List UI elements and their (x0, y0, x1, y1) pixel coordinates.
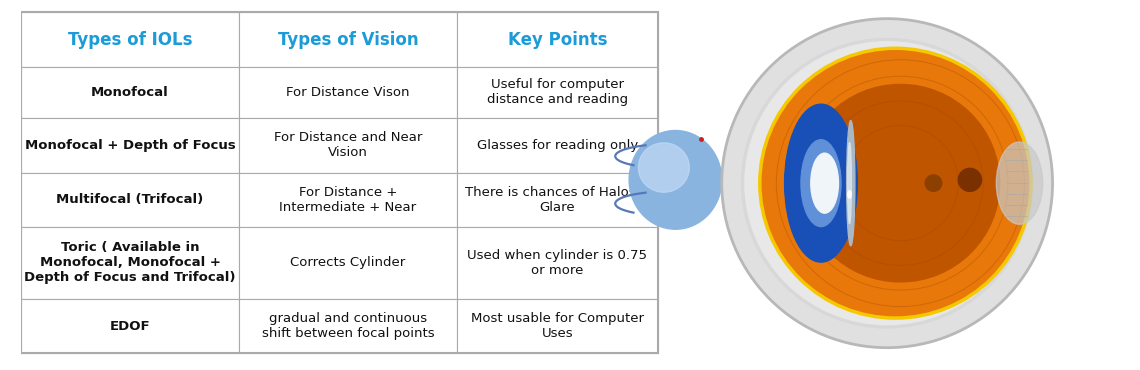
Bar (457, 13, 658, 67)
Ellipse shape (801, 84, 1000, 282)
Bar (21, 118, 239, 172)
Ellipse shape (996, 142, 1043, 224)
Text: gradual and continuous
shift between focal points: gradual and continuous shift between foc… (261, 312, 434, 340)
Text: Corrects Cylinder: Corrects Cylinder (291, 256, 406, 269)
Bar (239, 13, 457, 67)
Ellipse shape (629, 131, 722, 229)
Text: Glasses for reading only: Glasses for reading only (477, 139, 638, 152)
Ellipse shape (744, 42, 1029, 324)
Wedge shape (787, 183, 988, 237)
Bar (457, 118, 658, 172)
Text: Monofocal + Depth of Focus: Monofocal + Depth of Focus (25, 139, 235, 152)
Bar (457, 299, 658, 353)
Text: Most usable for Computer
Uses: Most usable for Computer Uses (471, 312, 644, 340)
Bar (239, 118, 457, 172)
Bar (457, 227, 658, 299)
Bar (239, 67, 457, 118)
Text: There is chances of Halos &
Glare: There is chances of Halos & Glare (465, 186, 650, 214)
Text: For Distance Vison: For Distance Vison (286, 86, 409, 99)
Ellipse shape (784, 104, 857, 262)
Ellipse shape (638, 143, 690, 192)
Bar (21, 172, 239, 227)
Text: Useful for computer
distance and reading: Useful for computer distance and reading (487, 78, 628, 107)
Ellipse shape (811, 153, 838, 213)
Text: Types of Vision: Types of Vision (277, 31, 418, 48)
Bar (21, 67, 239, 118)
Bar (21, 299, 239, 353)
Bar (21, 227, 239, 299)
Ellipse shape (722, 18, 1052, 348)
Text: For Distance +
Intermediate + Near: For Distance + Intermediate + Near (279, 186, 416, 214)
Text: EDOF: EDOF (109, 320, 150, 333)
Ellipse shape (759, 48, 1031, 318)
Bar (239, 299, 457, 353)
Text: Monofocal: Monofocal (91, 86, 169, 99)
Bar (21, 13, 239, 67)
Ellipse shape (847, 121, 855, 246)
Bar (239, 227, 457, 299)
Ellipse shape (959, 168, 982, 191)
Text: Key Points: Key Points (507, 31, 608, 48)
Text: Toric ( Available in
Monofocal, Monofocal +
Depth of Focus and Trifocal): Toric ( Available in Monofocal, Monofoca… (24, 241, 236, 285)
Ellipse shape (801, 140, 841, 226)
Text: Multifocal (Trifocal): Multifocal (Trifocal) (56, 193, 204, 206)
Ellipse shape (848, 142, 852, 224)
Text: For Distance and Near
Vision: For Distance and Near Vision (274, 131, 422, 159)
Text: Used when cylinder is 0.75
or more: Used when cylinder is 0.75 or more (467, 249, 648, 277)
Wedge shape (787, 130, 988, 183)
Bar (21, 13, 658, 353)
Bar (457, 172, 658, 227)
Ellipse shape (926, 175, 942, 191)
Ellipse shape (848, 191, 852, 198)
Text: Types of IOLs: Types of IOLs (67, 31, 193, 48)
Bar (457, 67, 658, 118)
Bar (239, 172, 457, 227)
Ellipse shape (742, 38, 1033, 328)
